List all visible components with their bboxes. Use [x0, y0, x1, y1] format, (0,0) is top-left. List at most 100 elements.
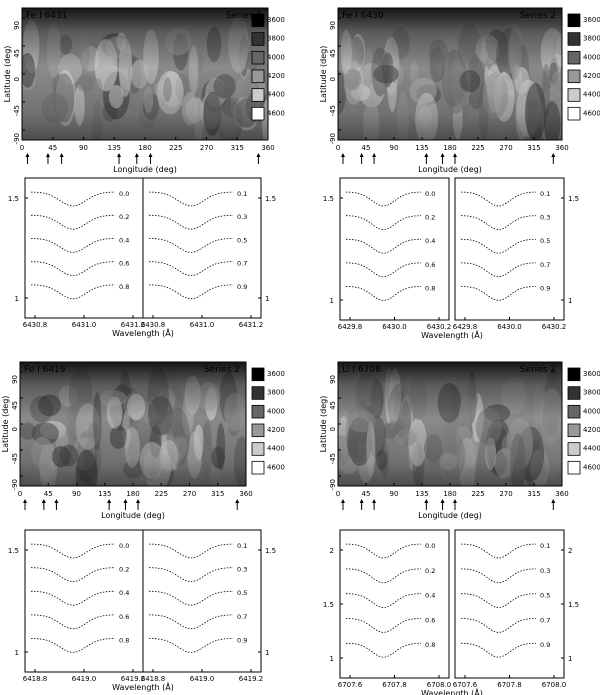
profile-curve	[461, 593, 536, 609]
profile-phase-label: 0.3	[237, 213, 247, 221]
profile-x-tick-label: 6430.0	[382, 323, 407, 331]
colorbar-swatch	[567, 88, 581, 102]
x-tick-label: 270	[200, 144, 213, 152]
profile-phase-label: 0.9	[540, 641, 550, 649]
profile-phase-label: 0.8	[119, 283, 129, 291]
profile-x-tick-label: 6419.0	[190, 675, 215, 683]
colorbar-swatch	[567, 423, 581, 438]
profile-x-tick-label: 6418.8	[141, 675, 166, 683]
colorbar-label: 3600	[583, 16, 600, 24]
profile-phase-label: 0.9	[237, 283, 247, 291]
profile-x-tick-label: 6431.2	[121, 321, 146, 329]
map-title: Fe I 6431	[26, 11, 68, 21]
profile-y-tick-label-right: 1.5	[568, 195, 579, 203]
profile-phase-label: 0.1	[540, 542, 550, 550]
colorbar-label: 4000	[583, 53, 600, 61]
profile-x-tick-label: 6430.2	[427, 323, 452, 331]
phase-arrow-head	[256, 153, 261, 157]
profile-x-tick-label: 6707.6	[453, 681, 478, 689]
x-tick-label: 180	[126, 490, 139, 498]
colorbar-swatch	[251, 69, 265, 84]
profile-curve	[31, 261, 115, 277]
profile-x-tick-label: 6707.8	[382, 681, 407, 689]
map-shading	[338, 362, 562, 486]
profile-phase-label: 0.2	[425, 567, 435, 575]
x-tick-label: 360	[555, 144, 568, 152]
x-tick-label: 135	[98, 490, 111, 498]
profile-phase-label: 0.1	[540, 190, 550, 198]
profile-curve	[31, 284, 115, 300]
y-tick-label: 90	[13, 21, 21, 30]
x-tick-label: 225	[471, 144, 484, 152]
profile-phase-label: 0.1	[237, 190, 247, 198]
x-tick-label: 90	[390, 144, 399, 152]
profile-phase-label: 0.0	[119, 190, 129, 198]
colorbar-label: 4600	[583, 463, 600, 471]
x-tick-label: 90	[79, 144, 88, 152]
profile-curve	[461, 215, 536, 231]
x-tick-label: 360	[555, 490, 568, 498]
x-axis-label: Longitude (deg)	[101, 511, 165, 520]
profile-phase-label: 0.7	[540, 616, 550, 624]
colorbar-swatch	[251, 442, 265, 456]
phase-arrow-head	[359, 499, 364, 503]
profile-y-tick-label: 2	[330, 547, 334, 555]
x-tick-label: 45	[44, 490, 53, 498]
profile-phase-label: 0.7	[237, 260, 247, 268]
y-tick-label: 45	[11, 401, 19, 410]
profile-y-tick-label: 1	[330, 655, 334, 663]
profile-x-tick-label: 6431.0	[190, 321, 215, 329]
profile-phase-label: 0.8	[425, 641, 435, 649]
colorbar-swatch	[567, 442, 581, 456]
profile-curve	[31, 638, 115, 653]
profiles-left-frame	[339, 177, 450, 321]
x-tick-label: 315	[527, 144, 540, 152]
map-series-label: Series 1	[226, 11, 262, 21]
x-axis-label: Longitude (deg)	[418, 511, 482, 520]
profile-phase-label: 0.2	[119, 213, 129, 221]
profile-x-tick-label: 6418.8	[23, 675, 48, 683]
colorbar-swatch	[251, 88, 265, 102]
x-tick-label: 225	[169, 144, 182, 152]
profile-phase-label: 0.4	[119, 236, 129, 244]
panel-3: Fe I 6419 Series 2 90 45 0 -45 -90 Latitude (de…	[1, 361, 285, 692]
x-tick-label: 180	[138, 144, 151, 152]
y-tick-label: 90	[329, 21, 337, 30]
profile-curve	[149, 590, 233, 606]
profile-curve	[149, 238, 233, 253]
x-axis-label: Longitude (deg)	[418, 165, 482, 174]
profile-curve	[149, 543, 233, 559]
profile-y-tick-label-right: 1.5	[568, 601, 579, 609]
profile-phase-label: 0.0	[119, 542, 129, 550]
profile-x-tick-label: 6429.8	[338, 323, 363, 331]
phase-arrow-head	[551, 153, 556, 157]
map-series-label: Series 2	[204, 365, 240, 375]
colorbar-label: 4400	[267, 91, 285, 99]
y-tick-label: -45	[13, 105, 21, 116]
x-tick-label: 0	[20, 144, 24, 152]
profile-phase-label: 0.6	[119, 613, 129, 621]
profile-y-tick-label: 1	[15, 295, 19, 303]
profile-phase-label: 0.3	[237, 566, 247, 574]
y-tick-label: 45	[329, 49, 337, 58]
profile-curve	[31, 567, 115, 583]
phase-arrow-head	[452, 499, 457, 503]
profile-curve	[346, 593, 421, 609]
x-tick-label: 180	[443, 144, 456, 152]
profile-y-tick-label-right: 1	[568, 655, 572, 663]
profile-curve	[31, 238, 115, 253]
x-tick-label: 225	[155, 490, 168, 498]
y-tick-label: 90	[11, 375, 19, 384]
profile-phase-label: 0.3	[540, 567, 550, 575]
y-axis-label: Latitude (deg)	[319, 46, 328, 103]
colorbar-swatch	[251, 386, 265, 400]
y-tick-label: 90	[329, 375, 337, 384]
colorbar-label: 4400	[583, 91, 600, 99]
profile-phase-label: 0.6	[425, 616, 435, 624]
map-shading	[22, 8, 268, 140]
profile-phase-label: 0.9	[237, 636, 247, 644]
x-tick-label: 90	[72, 490, 81, 498]
colorbar-swatch	[567, 367, 581, 382]
profile-x-tick-label: 6707.8	[497, 681, 522, 689]
profile-y-tick-label: 1.5	[8, 195, 19, 203]
